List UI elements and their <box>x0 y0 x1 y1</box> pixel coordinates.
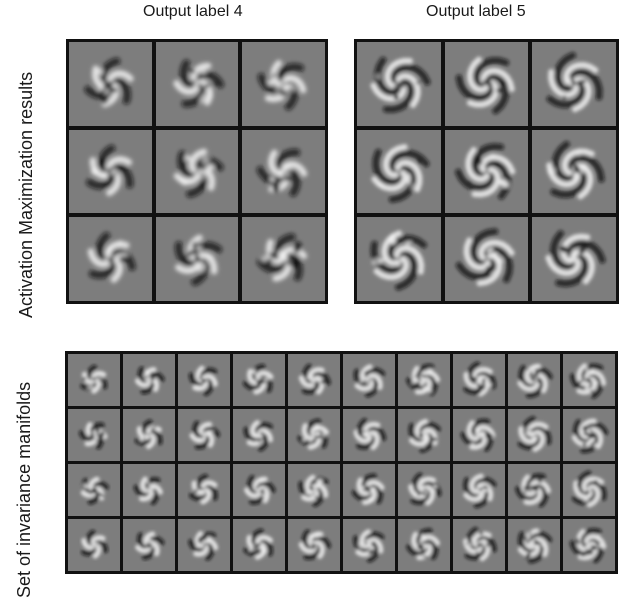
invariance-manifold-tile <box>123 409 175 461</box>
activation-label-4-tile <box>69 129 152 214</box>
invariance-manifold-tile <box>178 519 230 571</box>
activation-label-4-tile <box>69 217 152 301</box>
invariance-manifold-tile <box>68 464 120 516</box>
activation-maximization-label: Activation Maximization results <box>16 71 36 318</box>
activation-label-5-tile <box>357 217 441 301</box>
activation-label-4-tile <box>242 129 325 214</box>
invariance-manifold-tile <box>343 464 395 516</box>
invariance-manifold-tile <box>398 519 450 571</box>
invariance-manifold-tile <box>68 354 120 406</box>
invariance-manifold-tile <box>288 409 340 461</box>
invariance-manifold-tile <box>508 409 560 461</box>
invariance-manifold-tile <box>178 409 230 461</box>
invariance-manifold-tile <box>288 354 340 406</box>
invariance-manifold-tile <box>123 519 175 571</box>
invariance-manifold-tile <box>343 409 395 461</box>
invariance-manifold-tile <box>563 464 615 516</box>
activation-label-4-tile <box>155 217 239 301</box>
activation-label-5-tile <box>444 217 529 301</box>
invariance-manifolds-label: Set of invariance manifolds <box>14 381 34 598</box>
activation-panel-label-5 <box>354 39 619 304</box>
activation-panel-label-4 <box>66 39 328 304</box>
invariance-manifold-tile <box>453 354 505 406</box>
invariance-manifold-tile <box>563 519 615 571</box>
invariance-manifold-tile <box>233 409 285 461</box>
invariance-manifolds-panel <box>65 351 618 574</box>
output-label-4-title: Output label 4 <box>143 3 243 20</box>
activation-label-5-tile <box>532 42 616 126</box>
activation-label-5-tile <box>532 129 616 214</box>
invariance-manifold-tile <box>563 409 615 461</box>
activation-label-5-tile <box>444 42 529 126</box>
invariance-manifold-tile <box>508 354 560 406</box>
invariance-manifold-tile <box>343 354 395 406</box>
invariance-manifold-tile <box>453 464 505 516</box>
invariance-manifold-tile <box>398 354 450 406</box>
invariance-manifold-tile <box>233 464 285 516</box>
invariance-manifold-tile <box>178 464 230 516</box>
invariance-manifold-tile <box>343 519 395 571</box>
invariance-manifold-tile <box>453 519 505 571</box>
invariance-manifold-tile <box>563 354 615 406</box>
invariance-manifold-tile <box>68 519 120 571</box>
activation-label-5-tile <box>532 217 616 301</box>
invariance-manifold-tile <box>508 519 560 571</box>
activation-label-4-tile <box>242 217 325 301</box>
activation-label-5-tile <box>357 42 441 126</box>
invariance-manifold-tile <box>288 519 340 571</box>
activation-label-4-tile <box>155 129 239 214</box>
invariance-manifold-tile <box>233 519 285 571</box>
invariance-manifold-tile <box>398 409 450 461</box>
invariance-manifold-tile <box>178 354 230 406</box>
invariance-manifold-tile <box>123 354 175 406</box>
output-label-5-title: Output label 5 <box>426 3 526 20</box>
invariance-manifold-tile <box>123 464 175 516</box>
activation-label-4-tile <box>69 42 152 126</box>
invariance-manifold-tile <box>288 464 340 516</box>
invariance-manifold-tile <box>233 354 285 406</box>
invariance-manifold-tile <box>68 409 120 461</box>
activation-label-5-tile <box>444 129 529 214</box>
activation-label-5-tile <box>357 129 441 214</box>
activation-label-4-tile <box>242 42 325 126</box>
invariance-manifold-tile <box>453 409 505 461</box>
invariance-manifold-tile <box>398 464 450 516</box>
activation-label-4-tile <box>155 42 239 126</box>
invariance-manifold-tile <box>508 464 560 516</box>
